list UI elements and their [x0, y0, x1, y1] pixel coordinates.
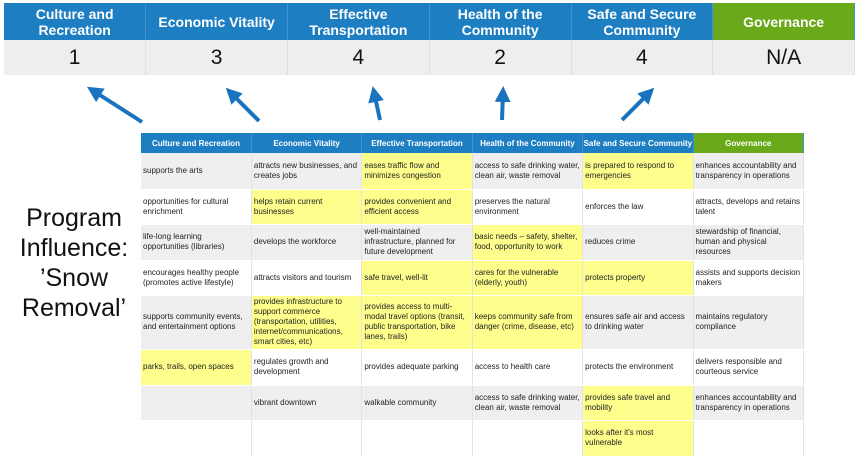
table-cell: basic needs – safety, shelter, food, opp… — [472, 224, 584, 261]
table-cell: looks after it's most vulnerable — [582, 420, 694, 457]
influence-score-table: Culture and Recreation Economic Vitality E… — [4, 3, 855, 75]
table-cell: well-maintained infrastructure, planned … — [361, 224, 473, 261]
table-cell: protects property — [582, 260, 694, 296]
table-cell: provides convenient and efficient access — [361, 189, 473, 225]
table-cell: parks, trails, open spaces — [141, 349, 252, 386]
table-cell — [251, 420, 363, 457]
table-cell: provides adequate parking — [361, 349, 473, 386]
table-cell: maintains regulatory compliance — [693, 295, 805, 350]
category-header: Health of the Community — [429, 3, 572, 40]
table-cell: delivers responsible and courteous servi… — [693, 349, 805, 386]
table-cell: supports community events, and entertain… — [141, 295, 252, 350]
table-cell: enhances accountability and transparency… — [693, 153, 805, 190]
table-cell: keeps community safe from danger (crime,… — [472, 295, 584, 350]
table-cell: safe travel, well-lit — [361, 260, 473, 296]
arrow-icon — [620, 87, 655, 122]
table-cell: provides infrastructure to support comme… — [251, 295, 363, 350]
table-cell: opportunities for cultural enrichment — [141, 189, 252, 225]
table-cell — [361, 420, 473, 457]
table-cell — [693, 420, 805, 457]
arrow-icon — [494, 86, 511, 121]
table-cell — [141, 420, 252, 457]
table-row: encourages healthy people (promotes acti… — [141, 260, 805, 296]
table-row: vibrant downtown walkable community access… — [141, 385, 805, 421]
category-header: Safe and Secure Community — [571, 3, 714, 40]
category-header: Governance — [712, 3, 855, 40]
category-score: 1 — [4, 40, 147, 75]
table-cell: life-long learning opportunities (librar… — [141, 224, 252, 261]
table-cell: ensures safe air and access to drinking … — [582, 295, 694, 350]
table-cell: stewardship of financial, human and phys… — [693, 224, 805, 261]
table-row: looks after it's most vulnerable — [141, 420, 805, 457]
category-score: N/A — [712, 40, 855, 75]
category-score: 3 — [145, 40, 288, 75]
column-header: Culture and Recreation — [141, 133, 252, 153]
table-cell: helps retain current businesses — [251, 189, 363, 225]
table-row: supports community events, and entertain… — [141, 295, 805, 350]
table-cell — [472, 420, 584, 457]
table-cell: walkable community — [361, 385, 473, 421]
table-cell: enforces the law — [582, 189, 694, 225]
table-cell: provides safe travel and mobility — [582, 385, 694, 421]
table-cell: develops the workforce — [251, 224, 363, 261]
table-cell: is prepared to respond to emergencies — [582, 153, 694, 190]
category-header: Culture and Recreation — [4, 3, 147, 40]
table-cell: attracts visitors and tourism — [251, 260, 363, 296]
table-row: life-long learning opportunities (librar… — [141, 224, 805, 261]
category-score: 4 — [287, 40, 430, 75]
table-row: parks, trails, open spaces regulates grow… — [141, 349, 805, 386]
category-header: Economic Vitality — [145, 3, 288, 40]
table-cell — [141, 385, 252, 421]
column-header: Health of the Community — [472, 133, 584, 153]
table-cell: access to safe drinking water, clean air… — [472, 153, 584, 190]
column-header: Safe and Secure Community — [582, 133, 694, 153]
table-cell: provides access to multi-modal travel op… — [361, 295, 473, 350]
column-header: Effective Transportation — [361, 133, 473, 153]
table-cell: access to health care — [472, 349, 584, 386]
column-header: Economic Vitality — [251, 133, 363, 153]
table-cell: eases traffic flow and minimizes congest… — [361, 153, 473, 190]
category-header: Effective Transportation — [287, 3, 430, 40]
category-score: 2 — [429, 40, 572, 75]
table-cell: access to safe drinking water, clean air… — [472, 385, 584, 421]
table-row: opportunities for cultural enrichment hel… — [141, 189, 805, 225]
category-score: 4 — [571, 40, 714, 75]
table-cell: attracts, develops and retains talent — [693, 189, 805, 225]
category-outcomes-table: Culture and Recreation Economic Vitality E… — [141, 133, 805, 457]
table-cell: assists and supports decision makers — [693, 260, 805, 296]
table-cell: reduces crime — [582, 224, 694, 261]
table-cell: vibrant downtown — [251, 385, 363, 421]
column-header: Governance — [693, 133, 805, 153]
table-cell: supports the arts — [141, 153, 252, 190]
table-cell: regulates growth and development — [251, 349, 363, 386]
arrow-icon — [225, 87, 261, 123]
table-cell: enhances accountability and transparency… — [693, 385, 805, 421]
table-row: supports the arts attracts new businesses… — [141, 153, 805, 190]
table-cell: protects the environment — [582, 349, 694, 386]
program-title: Program Influence: ’Snow Removal’ — [19, 204, 129, 322]
table-cell: encourages healthy people (promotes acti… — [141, 260, 252, 296]
table-cell: preserves the natural environment — [472, 189, 584, 225]
table-cell: attracts new businesses, and creates job… — [251, 153, 363, 190]
table-cell: cares for the vulnerable (elderly, youth… — [472, 260, 584, 296]
arrow-icon — [86, 86, 144, 124]
arrow-icon — [368, 86, 384, 121]
